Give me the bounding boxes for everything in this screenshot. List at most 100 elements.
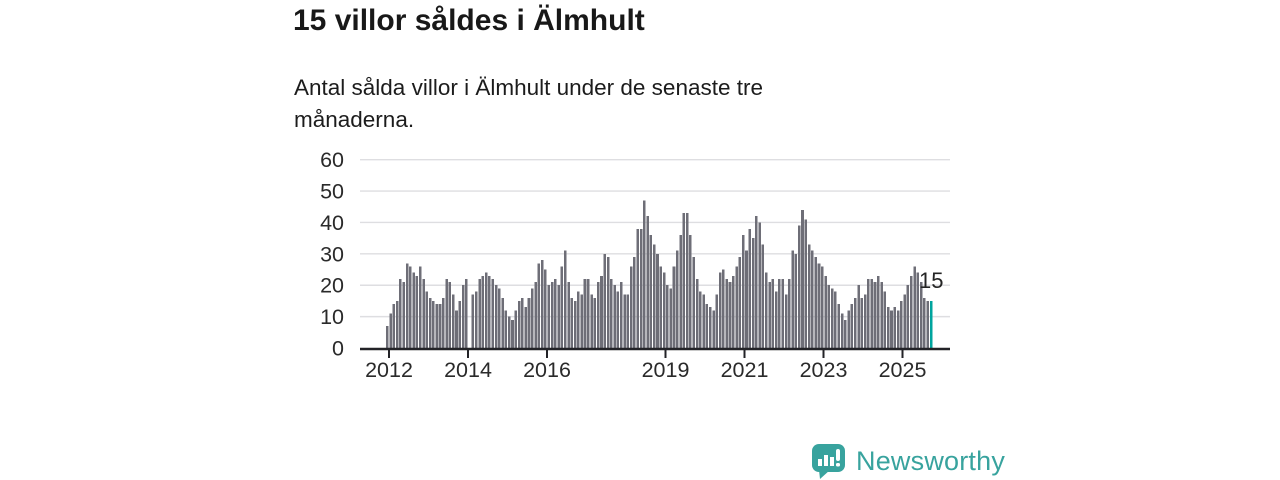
bar [853,297,857,348]
bar [521,297,524,348]
bar [801,209,804,348]
bar [478,278,481,348]
bar [685,213,689,348]
newsworthy-brand-name: Newsworthy [856,446,1006,476]
bar [392,304,396,348]
bar [679,235,682,348]
bar [666,285,669,348]
bar [919,282,923,348]
bar [567,282,570,348]
bar [702,294,705,348]
bar [606,257,610,348]
bar [814,257,817,348]
bar [821,266,824,348]
bar [629,266,633,348]
bar [399,278,402,348]
bar [432,300,435,348]
bar [662,272,666,348]
bar [596,282,600,348]
bar [573,300,577,348]
bar [445,278,448,348]
bar [603,253,607,348]
bar [863,294,867,348]
bar [890,310,893,348]
bar [646,216,649,348]
bar [583,278,587,348]
bar [484,272,488,348]
y-axis-label: 30 [320,242,344,266]
bar [570,297,574,348]
bar [847,310,850,348]
bar [442,297,445,348]
bar-chart-speech-bubble-icon [812,444,845,479]
bar [886,307,890,348]
bar [682,213,686,348]
y-axis-label: 60 [320,148,344,172]
bar [422,278,425,348]
bar [587,278,590,348]
bar [557,285,560,348]
bar [395,300,399,348]
bar [412,272,415,348]
bar [867,278,870,348]
bar [689,235,692,348]
bar [699,291,702,348]
bar [676,250,679,348]
bar [471,294,475,348]
highlighted-bar [929,300,933,348]
bar [409,266,412,348]
last-value-annotation: 15 [919,268,943,293]
bar [873,282,877,348]
bar [498,288,501,348]
bar [781,278,785,348]
bar [613,285,616,348]
y-axis-label: 20 [320,274,344,298]
bar [619,282,623,348]
bar [906,285,910,348]
bar [402,282,406,348]
bar [903,294,906,348]
bar [857,285,860,348]
bar [550,282,554,348]
bar [554,278,557,348]
bar [540,260,544,348]
bar [870,278,873,348]
bar [771,278,775,348]
bar [695,278,699,348]
bar [728,282,732,348]
bar [491,278,495,348]
bar [418,266,422,348]
bar [715,294,719,348]
bar [504,310,508,348]
bar [735,266,738,348]
bar [563,250,567,348]
bar [784,294,788,348]
bar [817,263,821,348]
bar [791,250,794,348]
bar [590,294,593,348]
bar [580,294,583,348]
bar [448,282,452,348]
bar [458,300,462,348]
bar [807,244,811,348]
bar [883,291,887,348]
bar [893,307,897,348]
bar [788,278,791,348]
bar [600,275,603,348]
bar [425,291,429,348]
x-tick-label: 2012 [365,358,413,382]
bar [708,307,712,348]
chart-subtitle: Antal sålda villor i Älmhult under de se… [294,75,763,132]
bar [577,291,580,348]
bar [844,319,847,348]
bar [652,244,656,348]
bar [501,297,504,348]
bar [794,253,798,348]
bar [507,316,511,348]
bar [923,297,926,348]
x-tick-label: 2025 [879,358,927,382]
bar [649,235,653,348]
bar [626,294,630,348]
bar [438,304,442,348]
